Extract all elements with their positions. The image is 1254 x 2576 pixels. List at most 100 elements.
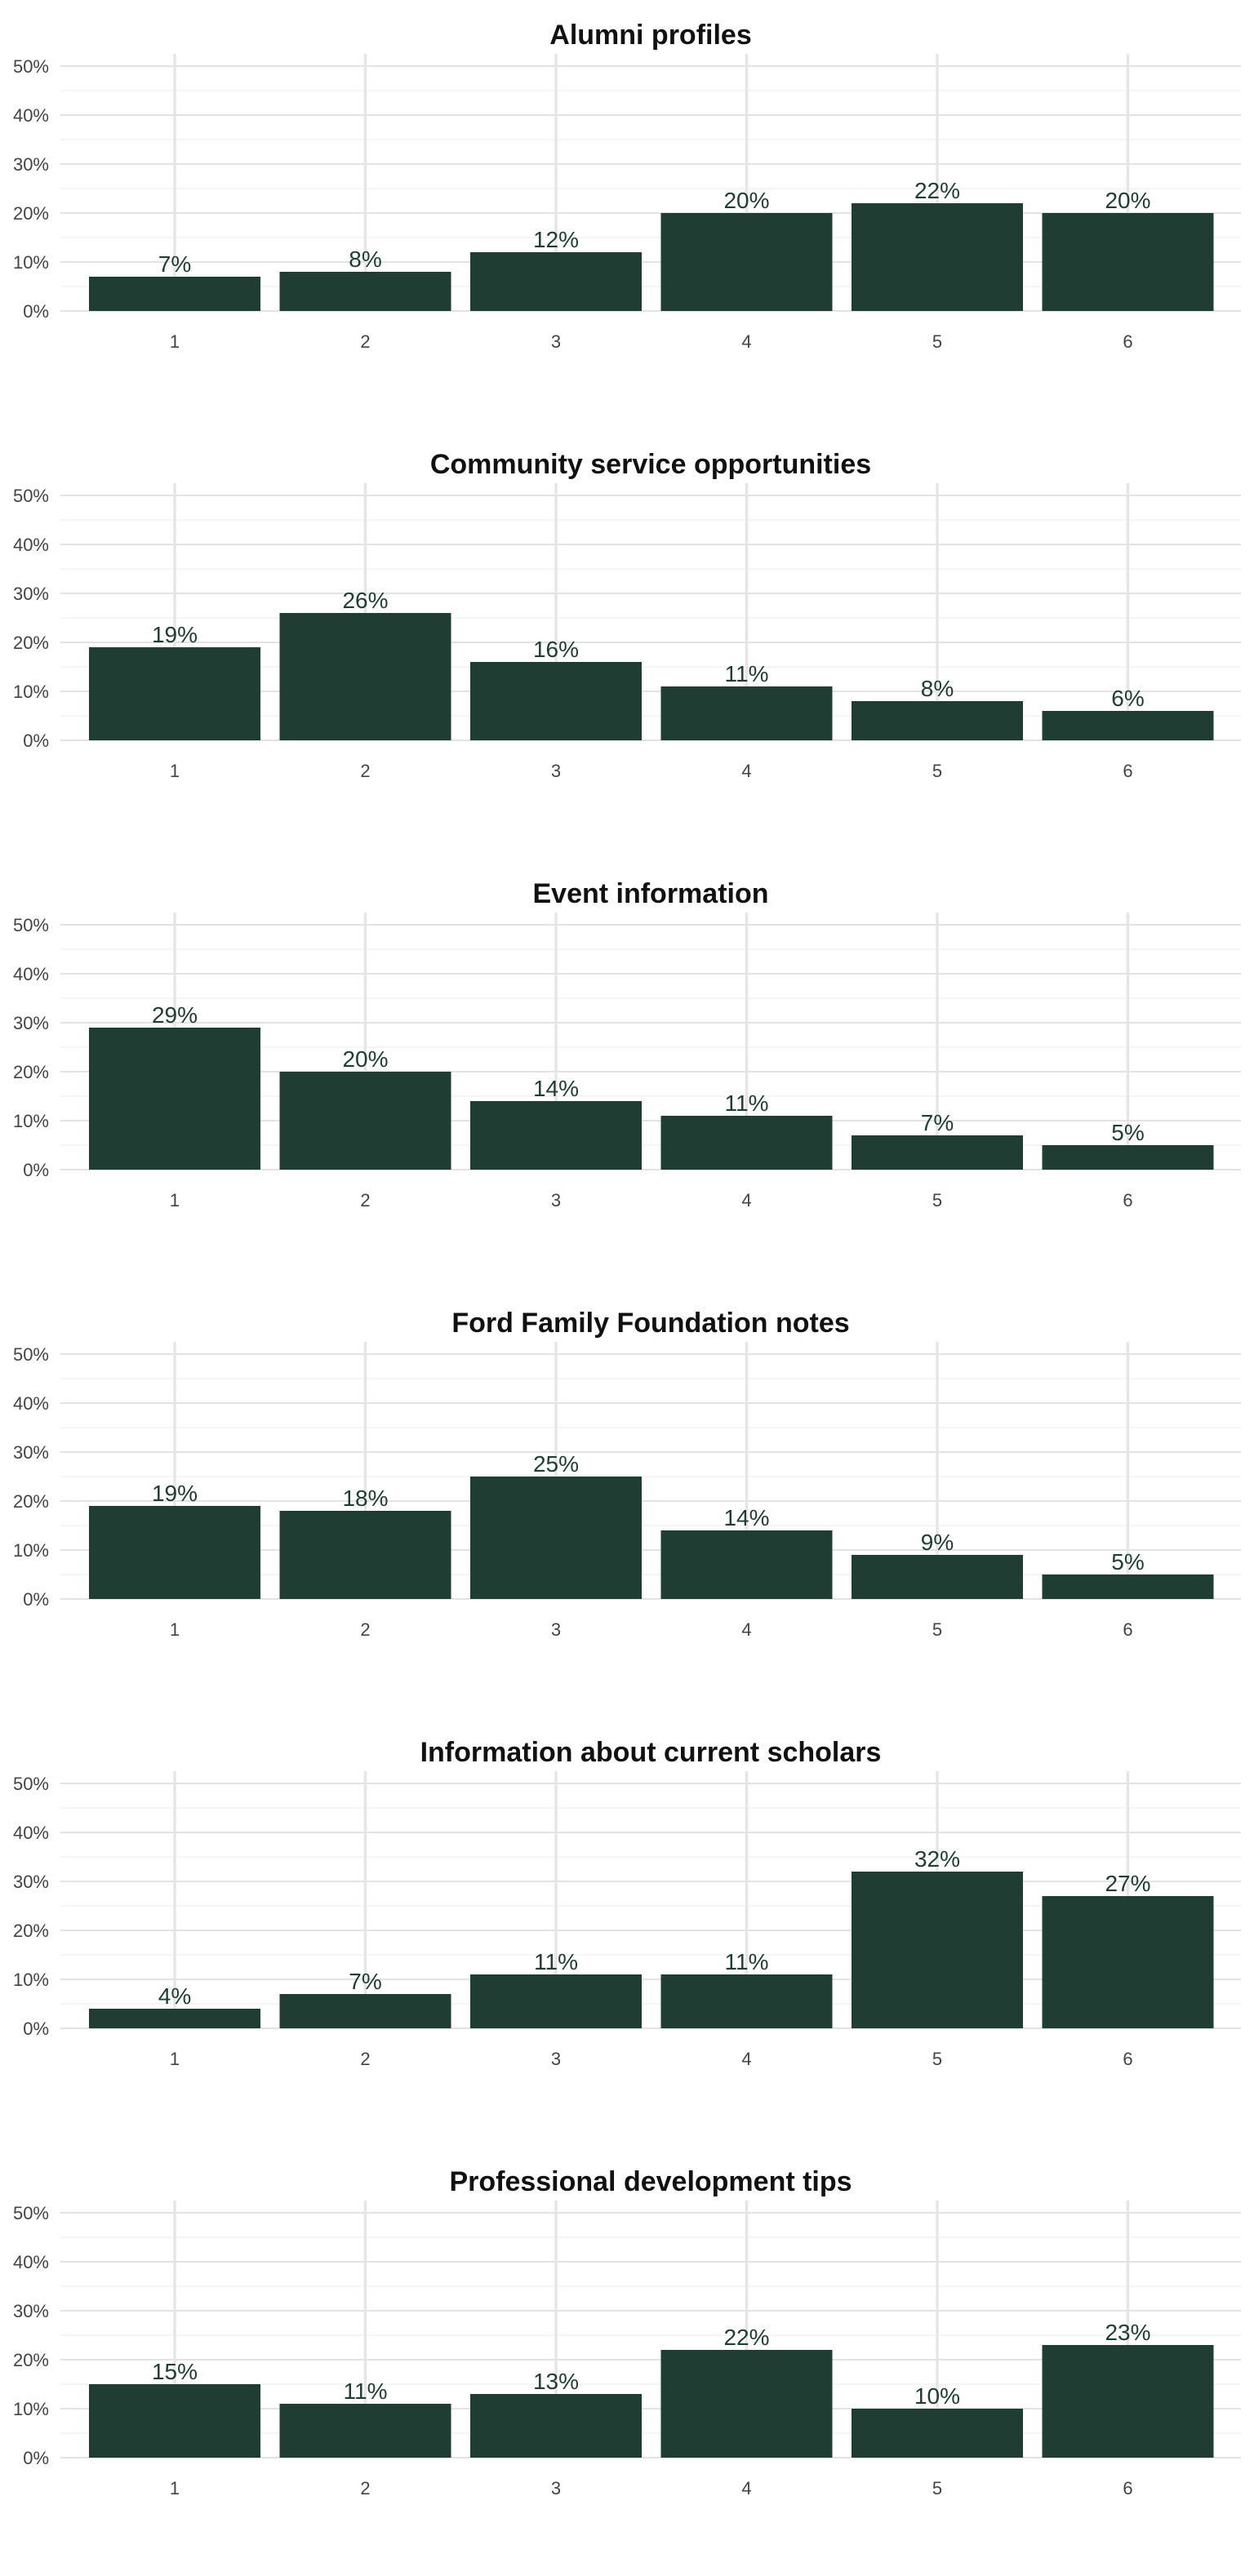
data-label: 8% (349, 246, 381, 272)
x-tick-label: 6 (1123, 2478, 1132, 2498)
x-tick-label: 4 (741, 1619, 751, 1640)
y-tick-label: 20% (13, 2350, 49, 2370)
bar (660, 1974, 833, 2028)
x-tick-label: 5 (932, 761, 942, 781)
y-tick-label: 50% (13, 56, 49, 77)
data-label: 9% (921, 1530, 954, 1555)
bar (660, 1116, 833, 1170)
x-tick-label: 4 (741, 1190, 751, 1210)
x-tick-label: 1 (170, 331, 180, 352)
x-tick-label: 3 (551, 1190, 561, 1210)
x-tick-label: 6 (1123, 761, 1132, 781)
y-tick-label: 0% (23, 301, 49, 322)
chart-panel: Community service opportunities 0% 10% 20% 3… (0, 429, 1254, 859)
bar (89, 2384, 260, 2458)
bar (1042, 213, 1214, 311)
bar (1042, 1145, 1214, 1170)
x-tick-label: 4 (741, 331, 751, 352)
bar (89, 277, 260, 311)
data-label: 20% (723, 188, 769, 213)
x-tick-label: 3 (551, 1619, 561, 1640)
bar (470, 2394, 642, 2458)
y-tick-label: 20% (13, 1062, 49, 1082)
y-tick-label: 30% (13, 154, 49, 175)
y-tick-label: 0% (23, 2448, 49, 2468)
data-label: 25% (533, 1451, 579, 1477)
x-tick-label: 1 (170, 1190, 180, 1210)
y-tick-label: 10% (13, 1111, 49, 1131)
bar (279, 1994, 451, 2028)
bar (852, 203, 1023, 311)
data-label: 13% (533, 2369, 579, 2394)
y-tick-label: 10% (13, 1540, 49, 1561)
data-label: 11% (344, 2378, 388, 2404)
y-tick-label: 0% (23, 2019, 49, 2039)
x-tick-label: 6 (1123, 331, 1132, 352)
bar-chart: Event information 0% 10% 20% 30% 40% 50% 29% 1 20… (13, 878, 1241, 1210)
chart-panel: Alumni profiles 0% 10% 20% 30% 40% 50% 7% 1 8% 2 12… (0, 0, 1254, 429)
data-label: 7% (349, 1969, 381, 1994)
chart-stack: Alumni profiles 0% 10% 20% 30% 40% 50% 7% 1 8% 2 12… (0, 0, 1254, 2498)
chart-title: Information about current scholars (420, 1737, 882, 1768)
data-label: 5% (1111, 1549, 1144, 1574)
data-label: 11% (534, 1949, 578, 1974)
y-tick-label: 50% (13, 1774, 49, 1794)
data-label: 14% (533, 1076, 579, 1101)
bar-chart: Ford Family Foundation notes 0% 10% 20% 30% 4… (13, 1308, 1241, 1640)
bar (852, 701, 1023, 740)
chart-title: Event information (532, 878, 768, 909)
data-label: 15% (152, 2359, 198, 2384)
bar (279, 272, 451, 311)
bar (89, 1028, 260, 1170)
bar (279, 2404, 451, 2458)
y-tick-label: 30% (13, 1013, 49, 1033)
x-tick-label: 3 (551, 331, 561, 352)
y-tick-label: 0% (23, 731, 49, 751)
x-tick-label: 1 (170, 761, 180, 781)
chart-panel: Professional development tips 0% 10% 20% 30%… (0, 2147, 1254, 2576)
bar (852, 1872, 1023, 2028)
data-label: 32% (914, 1846, 960, 1872)
data-label: 4% (158, 1983, 191, 2009)
chart-panel: Event information 0% 10% 20% 30% 40% 50% 29% 1 20… (0, 859, 1254, 1288)
data-label: 5% (1111, 1120, 1144, 1145)
x-tick-label: 5 (932, 2478, 942, 2498)
bar-chart: Information about current scholars 0% 10% 2… (13, 1737, 1241, 2069)
y-tick-label: 10% (13, 252, 49, 273)
data-label: 8% (921, 676, 954, 701)
x-tick-label: 2 (360, 761, 370, 781)
data-label: 20% (1105, 188, 1150, 213)
x-tick-label: 4 (741, 2049, 751, 2069)
data-label: 7% (158, 251, 191, 277)
bar (279, 1511, 451, 1599)
data-label: 26% (342, 588, 388, 613)
bar (470, 1477, 642, 1599)
y-tick-label: 0% (23, 1160, 49, 1180)
bar-chart: Community service opportunities 0% 10% 20% 3… (13, 449, 1241, 781)
bar (660, 2350, 833, 2458)
y-tick-label: 30% (13, 584, 49, 604)
bar (279, 1072, 451, 1170)
bar (470, 1101, 642, 1170)
bar (279, 613, 451, 740)
chart-title: Community service opportunities (430, 449, 871, 480)
y-tick-label: 50% (13, 486, 49, 506)
y-tick-label: 30% (13, 1442, 49, 1463)
data-label: 12% (533, 227, 579, 252)
x-tick-label: 2 (360, 2049, 370, 2069)
y-tick-label: 40% (13, 1393, 49, 1414)
y-tick-label: 30% (13, 2301, 49, 2321)
x-tick-label: 6 (1123, 1190, 1132, 1210)
bar (470, 1974, 642, 2028)
x-tick-label: 5 (932, 2049, 942, 2069)
y-tick-label: 0% (23, 1589, 49, 1610)
y-tick-label: 20% (13, 1491, 49, 1512)
y-tick-label: 40% (13, 1823, 49, 1843)
data-label: 19% (152, 622, 198, 647)
x-tick-label: 6 (1123, 2049, 1132, 2069)
data-label: 23% (1105, 2320, 1150, 2345)
data-label: 7% (921, 1110, 954, 1135)
x-tick-label: 2 (360, 1619, 370, 1640)
bar (852, 1135, 1023, 1170)
x-tick-label: 5 (932, 331, 942, 352)
